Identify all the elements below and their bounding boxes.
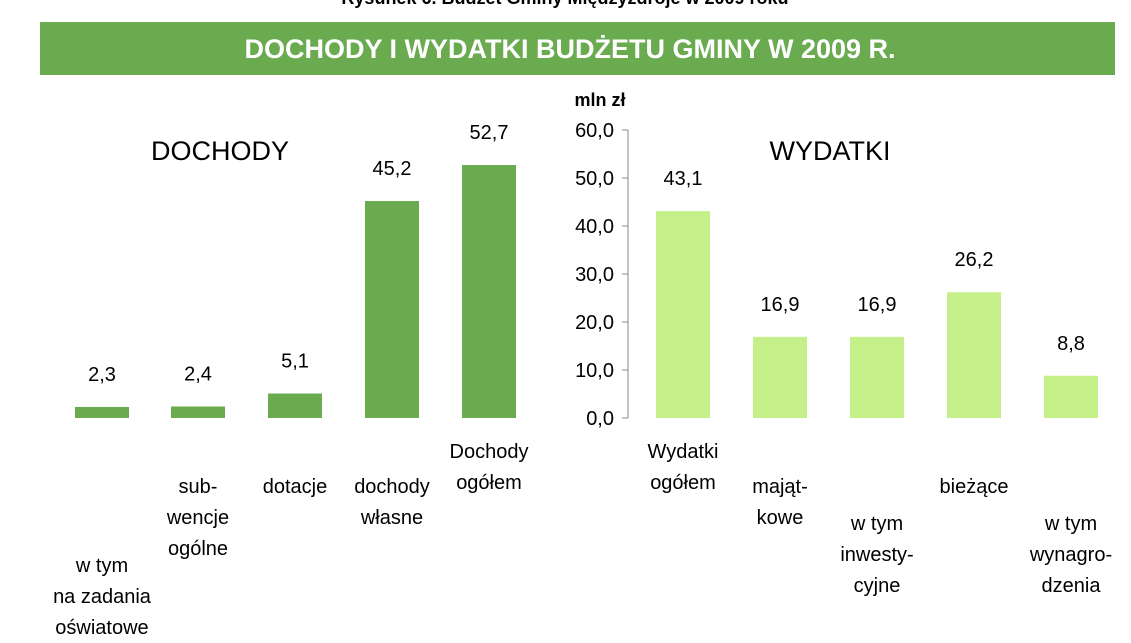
bar	[947, 292, 1001, 418]
title-banner	[40, 22, 1115, 75]
y-tick-label: 40,0	[575, 216, 614, 238]
series-label: DOCHODY	[151, 136, 289, 166]
value-label: 45,2	[373, 158, 412, 180]
value-label: 5,1	[281, 351, 309, 373]
bar	[753, 336, 807, 418]
bar	[462, 165, 516, 418]
x-tick-label: Dochody ogółem	[450, 441, 529, 494]
y-tick-label: 60,0	[575, 120, 614, 142]
x-tick-label: mająt-kowe	[752, 476, 808, 529]
y-axis-label: mln zł	[574, 90, 625, 110]
x-tick-label: sub-wencje ogólne	[166, 476, 229, 560]
x-tick-label: bieżące	[940, 476, 1009, 498]
y-tick-label: 10,0	[575, 360, 614, 382]
x-tick-label: w tym na zadania oświatowe	[53, 555, 152, 639]
value-label: 2,4	[184, 363, 212, 385]
bar	[656, 211, 710, 418]
y-tick-label: 30,0	[575, 264, 614, 286]
bar	[1044, 375, 1098, 418]
value-label: 8,8	[1057, 333, 1085, 355]
value-label: 26,2	[955, 249, 994, 271]
x-tick-label: Wydatki ogółem	[648, 441, 719, 494]
bar	[365, 201, 419, 418]
value-label: 16,9	[858, 294, 897, 316]
y-tick-label: 50,0	[575, 168, 614, 190]
bar	[171, 406, 225, 418]
bar	[268, 393, 322, 418]
x-tick-label: w tym wynagro-dzenia	[1029, 513, 1112, 597]
value-label: 43,1	[664, 168, 703, 190]
caption: Rysunek 6. Budżet Gminy Międzyzdroje w 2…	[341, 0, 788, 8]
bar	[75, 406, 129, 418]
x-tick-label: dochody własne	[354, 476, 430, 529]
x-tick-label: dotacje	[263, 476, 328, 498]
value-label: 2,3	[88, 364, 116, 386]
series-label: WYDATKI	[770, 136, 891, 166]
x-tick-label: w tym inwesty-cyjne	[840, 513, 913, 597]
y-tick-label: 0,0	[586, 408, 614, 430]
chart-title: DOCHODY I WYDATKI BUDŻETU GMINY W 2009 R…	[244, 34, 895, 64]
value-label: 52,7	[470, 122, 509, 144]
y-tick-label: 20,0	[575, 312, 614, 334]
value-label: 16,9	[761, 294, 800, 316]
bar	[850, 336, 904, 418]
